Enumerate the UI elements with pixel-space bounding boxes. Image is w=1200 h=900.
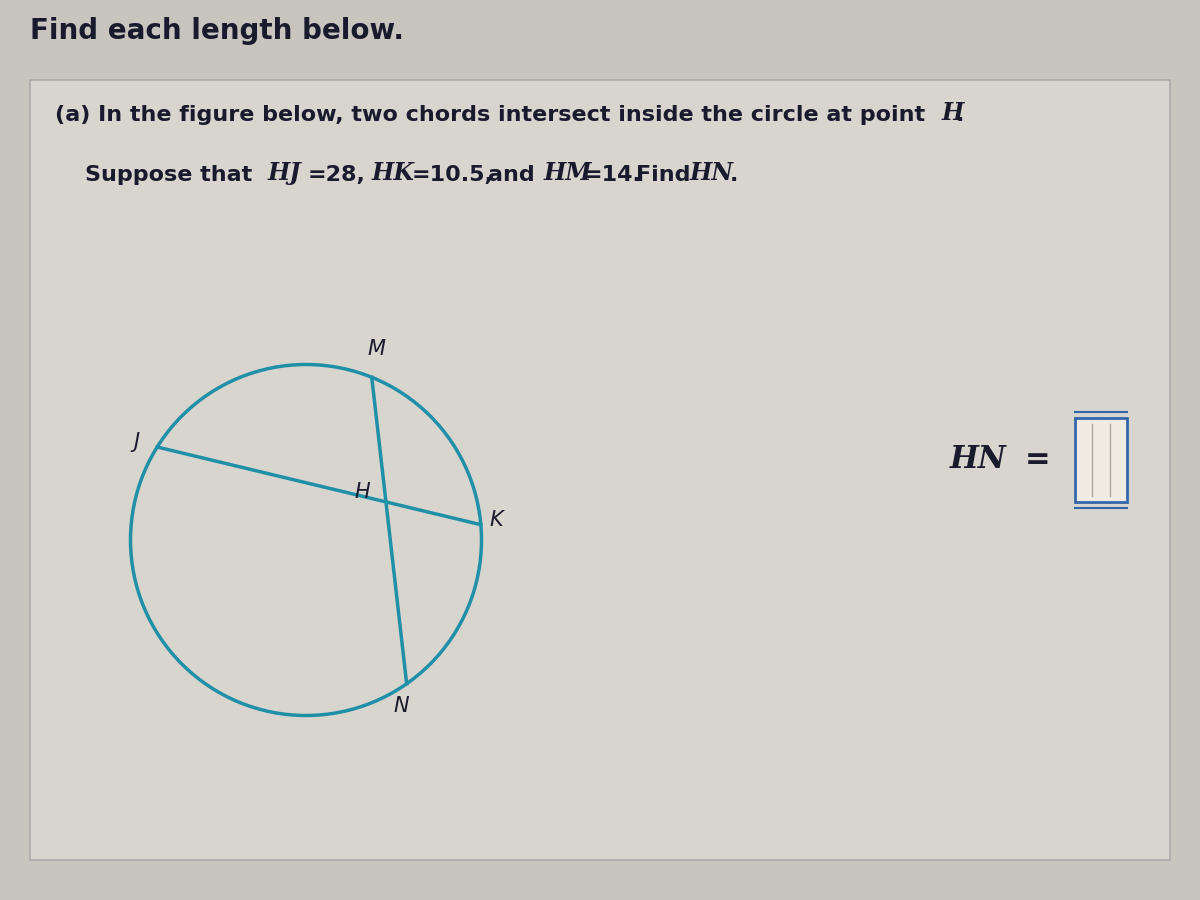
Bar [1075, 418, 1127, 502]
Text: K: K [490, 509, 504, 530]
Text: M: M [367, 339, 385, 359]
Text: and: and [488, 165, 535, 185]
Text: H: H [942, 101, 965, 125]
Text: =14.: =14. [584, 165, 642, 185]
Text: (a) In the figure below, two chords intersect inside the circle at point: (a) In the figure below, two chords inte… [55, 105, 932, 125]
Text: =28,: =28, [308, 165, 366, 185]
Text: =: = [1025, 446, 1051, 474]
Text: Find: Find [636, 165, 690, 185]
Text: .: . [956, 105, 965, 125]
Text: H: H [354, 482, 370, 502]
Text: N: N [394, 697, 409, 716]
Text: J: J [133, 432, 139, 452]
Text: HN: HN [690, 161, 734, 185]
Text: HJ: HJ [268, 161, 301, 185]
Text: Suppose that: Suppose that [85, 165, 260, 185]
Text: HM: HM [544, 161, 593, 185]
Bar [30, 80, 1170, 860]
Text: HK: HK [372, 161, 415, 185]
Text: HN: HN [950, 445, 1007, 475]
Text: Find each length below.: Find each length below. [30, 17, 404, 45]
Text: =10.5,: =10.5, [412, 165, 494, 185]
Text: .: . [730, 165, 738, 185]
